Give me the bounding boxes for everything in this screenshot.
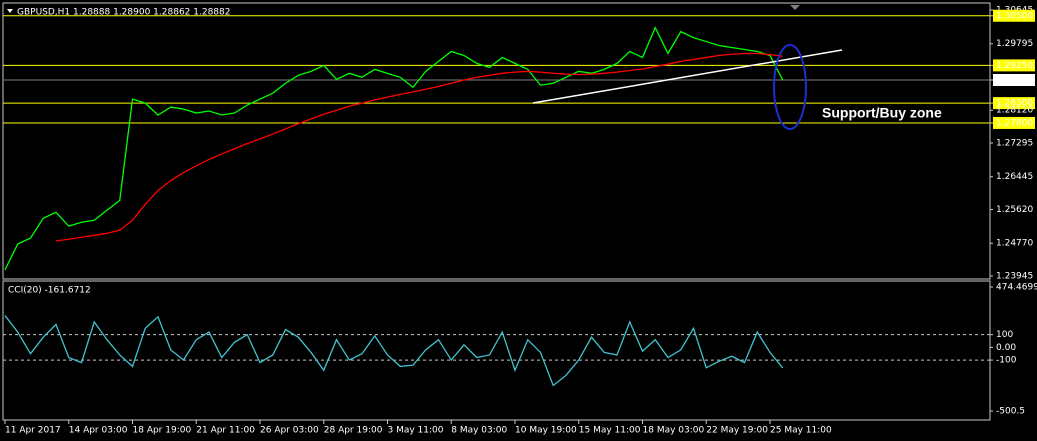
price-label-box — [993, 9, 1035, 22]
y-tick-label: 1.27295 — [996, 139, 1033, 149]
x-tick-label: 14 Apr 03:00 — [69, 426, 128, 436]
price-label-box — [993, 97, 1035, 110]
x-tick-label: 11 Apr 2017 — [5, 426, 61, 436]
y-tick-label: 1.24770 — [996, 239, 1033, 249]
x-tick-label: 18 Apr 19:00 — [133, 426, 192, 436]
y-tick-label: 1.28882 — [996, 75, 1033, 85]
x-tick-label: 22 May 19:00 — [706, 426, 768, 436]
x-tick-label: 15 May 11:00 — [579, 426, 641, 436]
x-tick-label: 10 May 19:00 — [515, 426, 577, 436]
y-tick-label: 1.27800 — [996, 118, 1033, 128]
x-tick-label: 18 May 03:00 — [643, 426, 705, 436]
y-tick-label: 0.00 — [996, 343, 1016, 353]
y-tick-label: -100 — [996, 356, 1017, 366]
price-panel — [2, 2, 991, 280]
y-tick-label: 1.30500 — [996, 11, 1033, 21]
x-tick-label: 25 May 11:00 — [770, 426, 832, 436]
y-tick-label: 1.29795 — [996, 39, 1033, 49]
y-tick-label: 1.25620 — [996, 205, 1033, 215]
menu-arrow — [7, 9, 13, 13]
indicator-title: CCI(20) -161.6712 — [8, 286, 91, 296]
y-tick-label: 474.4699 — [996, 283, 1037, 293]
highlight-ellipse — [773, 44, 807, 130]
y-tick-label: 1.29250 — [996, 61, 1033, 71]
trend-line — [532, 49, 843, 104]
annotation: Support/Buy zone — [822, 105, 942, 121]
series-line — [55, 52, 783, 242]
x-tick-label: 21 Apr 11:00 — [196, 426, 255, 436]
series-line — [4, 26, 784, 271]
y-tick-label: 1.23945 — [996, 272, 1033, 282]
y-tick-label: -500.5 — [996, 407, 1025, 417]
price-label-box — [993, 59, 1035, 72]
x-tick-label: 8 May 03:00 — [451, 426, 507, 436]
price-label-box — [993, 116, 1035, 129]
y-tick-label: 1.26445 — [996, 172, 1033, 182]
cci-panel — [2, 280, 991, 421]
shift-marker — [790, 5, 800, 10]
chart-title: GBPUSD,H1 1.28888 1.28900 1.28862 1.2888… — [17, 8, 230, 18]
x-tick-label: 26 Apr 03:00 — [260, 426, 319, 436]
price-label-box — [993, 73, 1035, 86]
y-tick-label: 1.28300 — [996, 99, 1033, 109]
x-tick-label: 28 Apr 19:00 — [324, 426, 383, 436]
y-tick-label: 100 — [996, 330, 1013, 340]
series-line — [4, 315, 784, 387]
y-tick-label: 1.28120 — [996, 106, 1033, 116]
x-tick-label: 3 May 11:00 — [388, 426, 444, 436]
